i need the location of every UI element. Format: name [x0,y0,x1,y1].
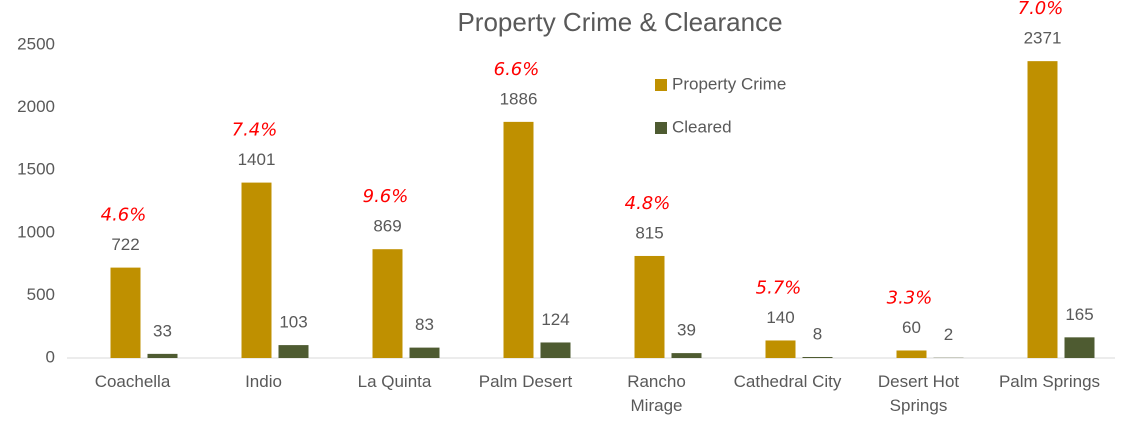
data-label: 165 [1065,305,1093,324]
legend-swatch [655,79,667,91]
y-tick-label: 1000 [17,222,55,241]
x-tick-label: La Quinta [357,372,432,391]
bar [540,342,571,358]
data-label: 140 [766,308,794,327]
x-tick-label: Coachella [94,372,171,391]
x-tick-label: Palm Desert [478,372,573,391]
bar [802,356,833,358]
annotation: 3.3% [887,287,933,308]
bar [1027,61,1058,359]
bar [671,353,702,358]
bar [503,121,534,358]
data-label: 2 [944,325,953,344]
data-label: 124 [541,310,569,329]
data-label: 83 [415,315,434,334]
data-label: 60 [902,318,921,337]
bar [147,353,178,358]
data-label: 39 [677,321,696,340]
bar [765,340,796,358]
legend-swatch [655,122,667,134]
annotation: 7.4% [232,120,278,141]
x-tick-label: Rancho Mirage [627,372,686,415]
bar [634,255,665,358]
x-tick-label: Cathedral City [733,372,842,391]
y-tick-label: 2500 [17,34,55,53]
bar [372,249,403,358]
annotation: 4.8% [625,193,671,214]
x-tick-label: Indio [245,372,282,391]
annotation: 9.6% [363,186,409,207]
data-label: 33 [153,321,172,340]
annotation: 7.0% [1018,0,1064,19]
bar [896,350,927,358]
legend-label: Property Crime [672,74,786,93]
data-label: 815 [635,223,663,242]
data-label: 722 [111,235,139,254]
x-tick-label: Desert Hot Springs [877,372,960,415]
annotation: 5.7% [756,277,802,298]
y-tick-label: 2000 [17,97,55,116]
data-label: 1401 [238,150,276,169]
data-label: 8 [813,324,822,343]
bar [278,345,309,358]
annotation: 6.6% [494,59,540,80]
data-label: 869 [373,217,401,236]
y-tick-label: 500 [27,285,55,304]
bar [1064,337,1095,358]
y-tick-label: 0 [46,347,55,366]
bar [241,182,272,358]
data-label: 103 [279,313,307,332]
annotation: 4.6% [101,205,147,226]
y-tick-label: 1500 [17,160,55,179]
legend-label: Cleared [672,117,732,136]
data-label: 1886 [500,89,538,108]
bar [110,267,141,358]
data-label: 2371 [1024,29,1062,48]
chart-title: Property Crime & Clearance [457,7,782,37]
x-tick-label: Palm Springs [998,372,1101,391]
bar [409,347,440,358]
